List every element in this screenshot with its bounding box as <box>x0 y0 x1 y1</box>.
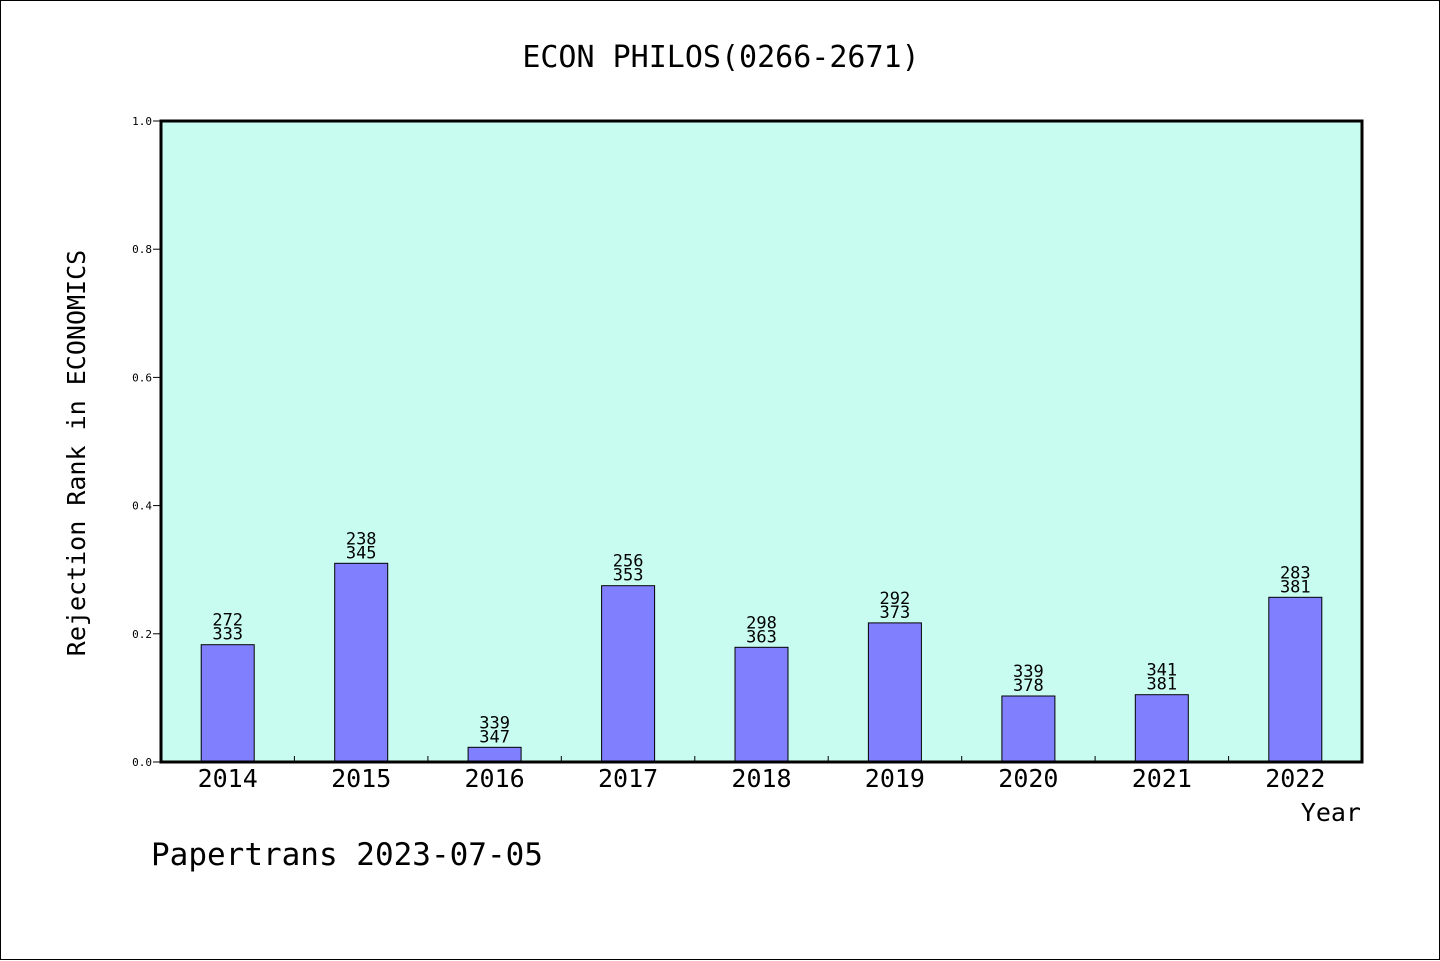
x-tick-label-2022: 2022 <box>1265 764 1325 793</box>
x-axis-label: Year <box>1301 798 1361 827</box>
bar-label-bottom-2020: 378 <box>1013 676 1044 696</box>
bar-label-top-2019: 292 <box>880 589 911 609</box>
x-tick-label-2016: 2016 <box>464 764 524 793</box>
bar-label-bottom-2017: 353 <box>613 566 644 586</box>
bar-label-top-2021: 341 <box>1146 661 1177 681</box>
x-tick-label-2017: 2017 <box>598 764 658 793</box>
y-tick-label-5: 1.0 <box>132 115 152 128</box>
bars-group <box>200 562 1323 763</box>
bar-label-top-2016: 339 <box>479 713 510 733</box>
bar-label-bottom-2014: 333 <box>212 625 243 645</box>
bar-label-bottom-2018: 363 <box>746 627 777 647</box>
bar-2014 <box>200 644 255 763</box>
y-axis-label: Rejection Rank in ECONOMICS <box>62 250 91 656</box>
bar-labels-group: 2723332383453393472563532983632923733393… <box>212 529 1310 747</box>
y-tick-label-4: 0.8 <box>132 243 152 256</box>
bar-label-bottom-2021: 381 <box>1146 675 1177 695</box>
bar-2015 <box>334 562 389 763</box>
x-tick-label-2019: 2019 <box>865 764 925 793</box>
bar-2018 <box>734 646 789 763</box>
bar-label-bottom-2019: 373 <box>880 603 911 623</box>
bar-2019 <box>867 622 922 763</box>
x-tick-label-2020: 2020 <box>998 764 1058 793</box>
bar-2022 <box>1268 596 1323 763</box>
bar-2017 <box>601 585 656 763</box>
x-tick-label-2015: 2015 <box>331 764 391 793</box>
chart-title: ECON PHILOS(0266-2671) <box>522 40 919 75</box>
bar-2020 <box>1001 695 1056 763</box>
bar-label-top-2022: 283 <box>1280 563 1311 583</box>
y-tick-label-0: 0.0 <box>132 756 152 769</box>
y-tick-label-1: 0.2 <box>132 628 152 641</box>
x-axis-ticks: 2014 2015 2016 2017 2018 2019 2020 2021 2022 <box>198 756 1325 793</box>
plot-border <box>159 119 1364 764</box>
x-tick-label-2018: 2018 <box>731 764 791 793</box>
y-tick-label-3: 0.6 <box>132 371 152 384</box>
bar-label-top-2020: 339 <box>1013 662 1044 682</box>
bar-label-bottom-2022: 381 <box>1280 577 1311 597</box>
bar-label-top-2014: 272 <box>212 611 243 631</box>
bar-label-bottom-2015: 345 <box>346 543 377 563</box>
x-tick-label-2021: 2021 <box>1132 764 1192 793</box>
x-tick-label-2014: 2014 <box>198 764 258 793</box>
bar-label-top-2015: 238 <box>346 529 377 549</box>
y-tick-label-2: 0.4 <box>132 500 152 513</box>
bar-2021 <box>1134 694 1189 763</box>
y-axis-ticks: 0.0 0.2 0.4 0.6 0.8 1.0 <box>132 115 161 769</box>
watermark-text: Papertrans 2023-07-05 <box>151 837 543 873</box>
bar-label-top-2018: 298 <box>746 613 777 633</box>
bar-label-bottom-2016: 347 <box>479 727 510 747</box>
bar-label-top-2017: 256 <box>613 552 644 572</box>
bar-2016 <box>467 746 522 763</box>
